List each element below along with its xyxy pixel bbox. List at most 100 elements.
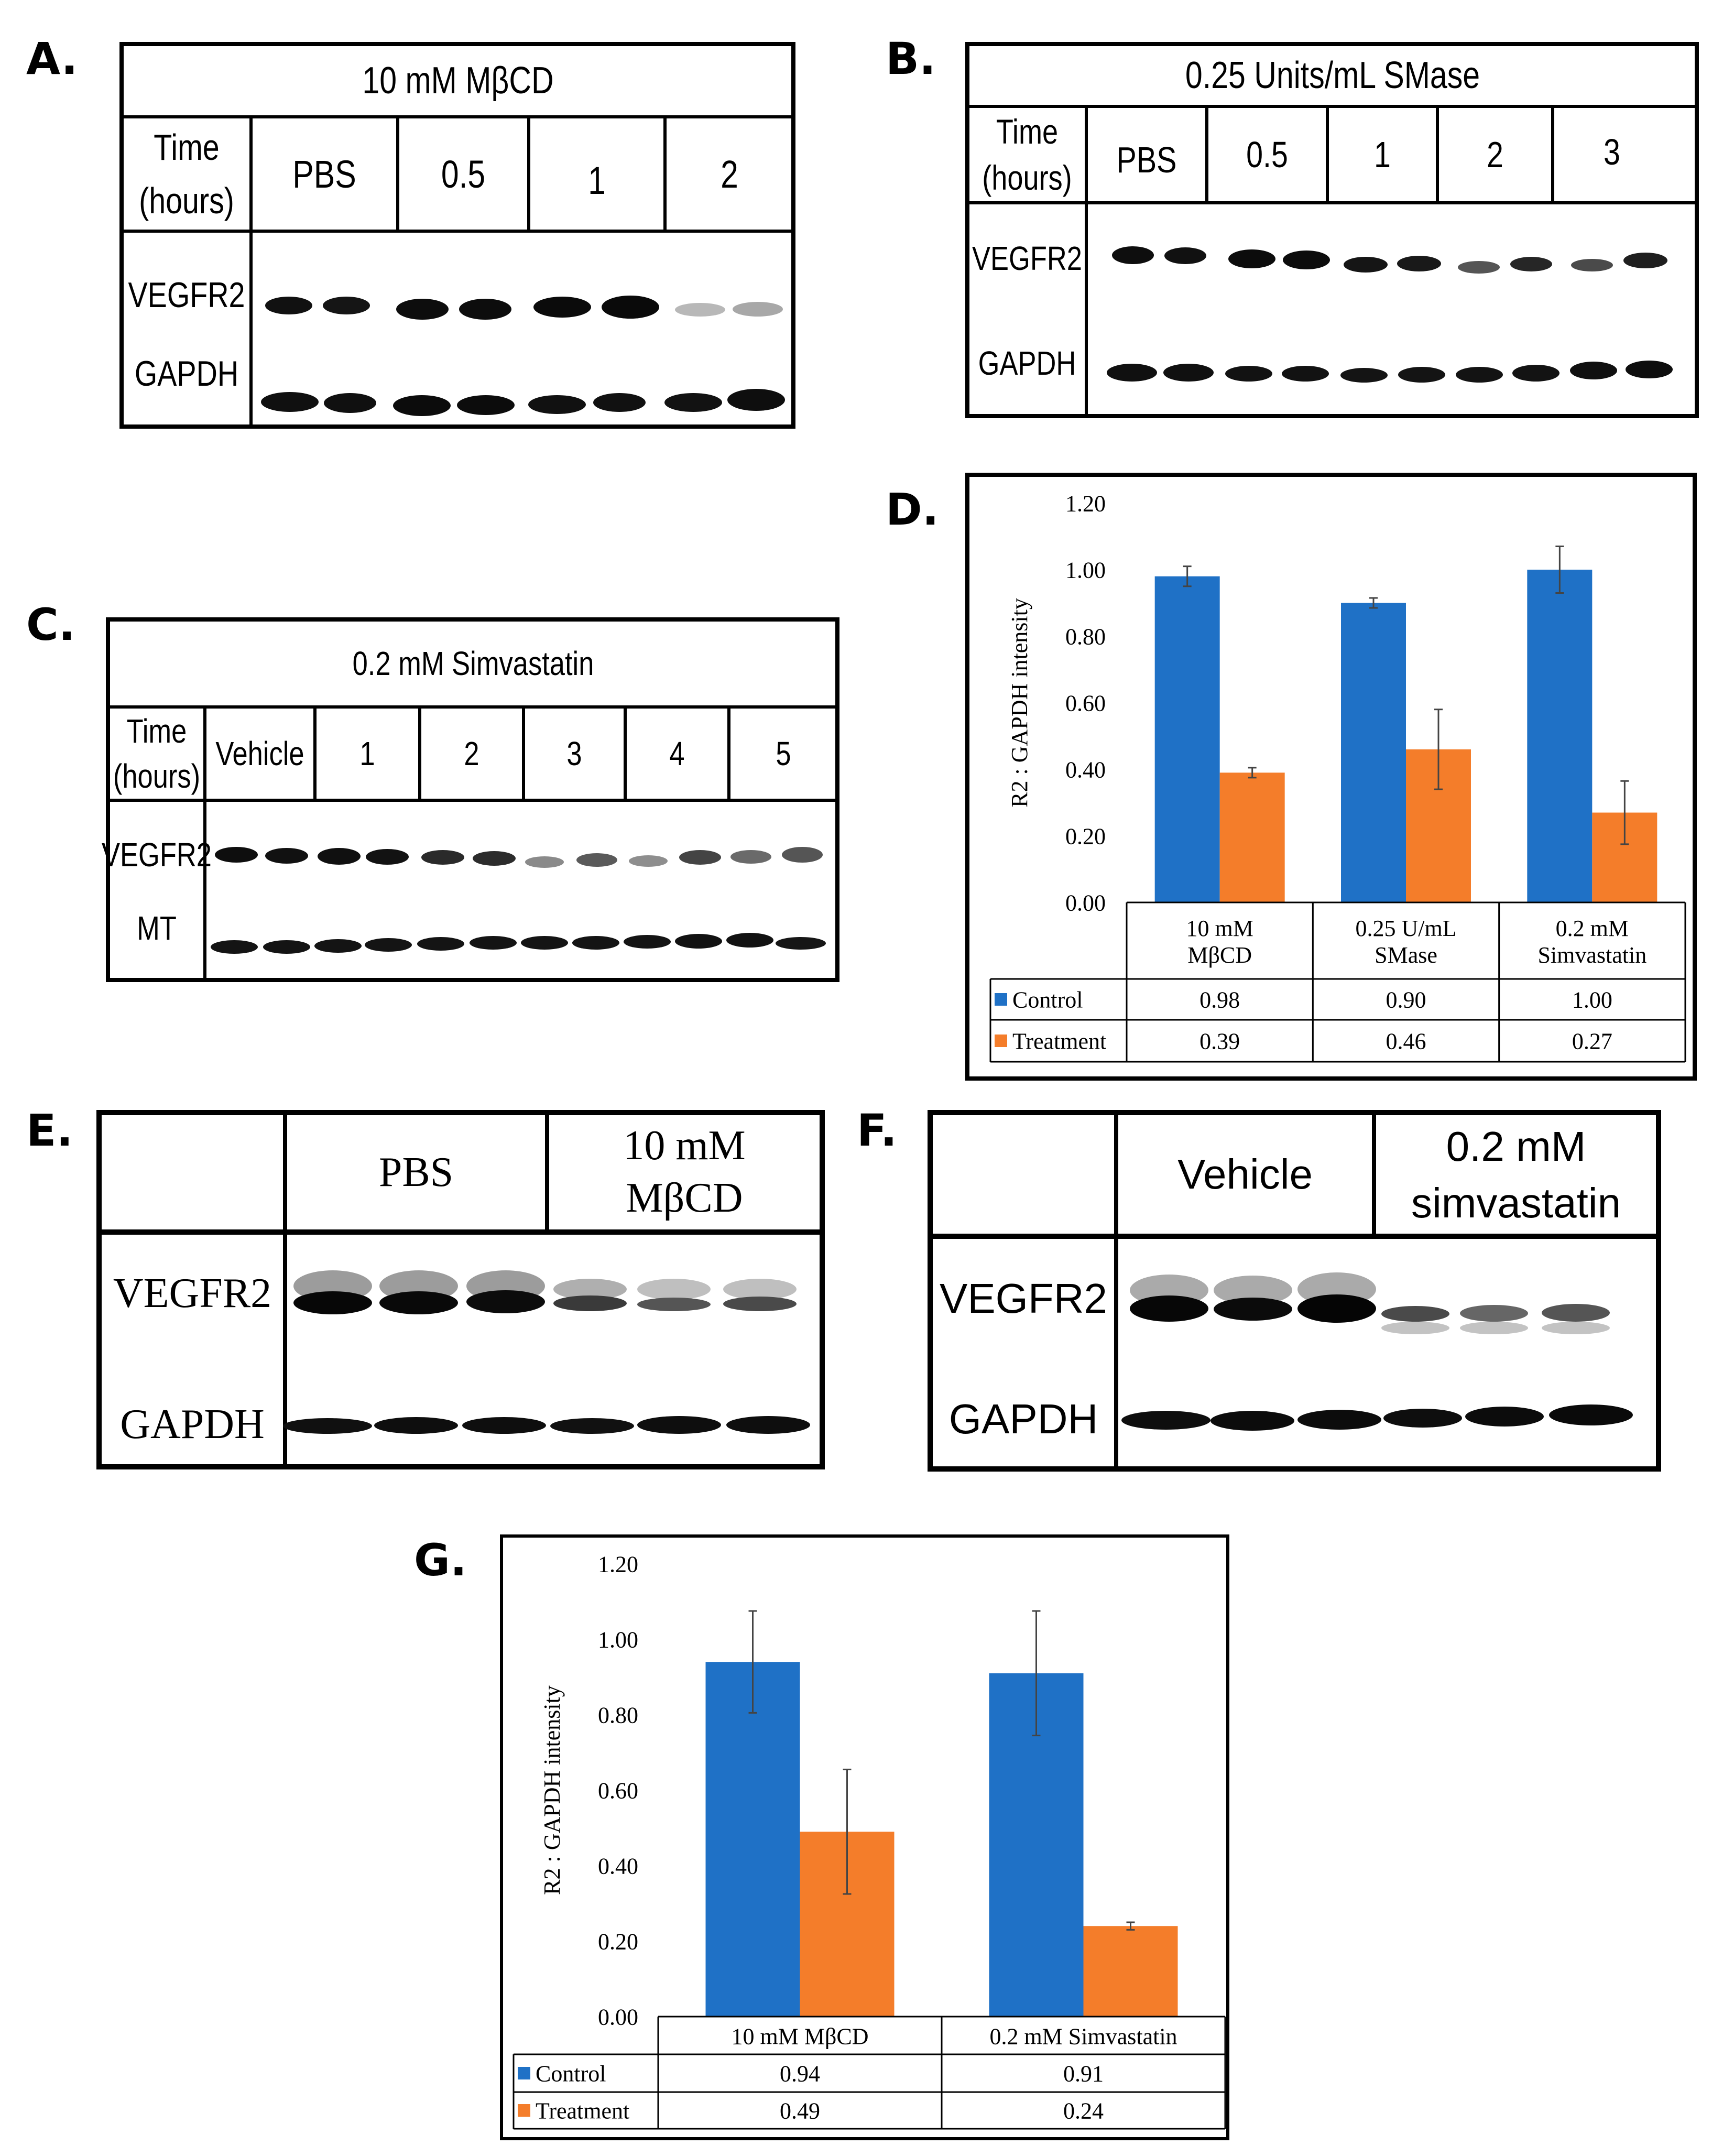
lane-label-b: 1	[1374, 134, 1391, 175]
category-label: 10 mM MβCD	[732, 2024, 869, 2050]
blot-title-a: 10 mM MβCD	[362, 60, 554, 102]
lane-label-c: 4	[669, 735, 685, 772]
legend-swatch-control	[518, 2067, 530, 2079]
y-tick-label: 0.20	[598, 1929, 638, 1954]
lane-label-c: 5	[776, 735, 791, 772]
group-label-f: 0.2 mM	[1446, 1123, 1586, 1170]
blot-panel-a: 10 mM MβCD Time (hours) PBS 0.5 1 2 VEGF…	[119, 42, 795, 429]
bar-control	[1341, 603, 1406, 902]
y-tick-label: 0.40	[1065, 757, 1106, 782]
y-axis-label: R2 : GAPDH intensity	[1007, 598, 1032, 808]
lane-label-a: PBS	[292, 152, 356, 196]
group-label-e: MβCD	[626, 1174, 743, 1221]
category-label: 10 mM	[1186, 916, 1253, 941]
data-table-value: 0.46	[1386, 1028, 1426, 1054]
category-label: 0.25 U/mL	[1355, 916, 1456, 941]
blot-bands-b	[1091, 219, 1694, 413]
panel-label-c: C.	[26, 599, 75, 650]
bar-chart-d: 0.00 0.20 0.40 0.60 0.80 1.00 1.20 R2 : GAPDH i…	[989, 491, 1686, 1063]
category-label: Simvastatin	[1537, 942, 1646, 968]
row-label-a: GAPDH	[134, 354, 239, 394]
legend-label-treatment: Treatment	[1012, 1028, 1106, 1054]
group-label-f: Vehicle	[1177, 1151, 1313, 1197]
row-label-c: VEGFR2	[102, 836, 212, 874]
panel-label-e: E.	[26, 1105, 73, 1156]
blot-title-b: 0.25 Units/mL SMase	[1185, 55, 1480, 96]
blot-bands-c	[210, 821, 836, 978]
time-label-a: Time	[154, 127, 220, 168]
time-unit-a: (hours)	[139, 180, 234, 221]
data-table-value: 0.49	[780, 2098, 820, 2124]
time-unit-c: (hours)	[113, 757, 201, 795]
lane-label-c: Vehicle	[215, 735, 304, 772]
y-tick-label: 1.20	[598, 1551, 638, 1577]
data-table-value: 0.27	[1572, 1028, 1612, 1054]
blot-panel-b: 0.25 Units/mL SMase Time (hours) PBS 0.5…	[965, 42, 1699, 418]
legend-label-treatment: Treatment	[536, 2098, 629, 2124]
row-label-e: VEGFR2	[113, 1270, 272, 1316]
blot-bands-f	[1119, 1243, 1654, 1466]
lane-label-c: 1	[359, 735, 375, 772]
time-label-c: Time	[126, 712, 187, 750]
y-tick-label: 1.20	[1065, 491, 1106, 516]
lane-label-b: 0.5	[1246, 134, 1288, 175]
legend-label-control: Control	[1012, 987, 1083, 1012]
data-table-value: 1.00	[1572, 987, 1612, 1012]
time-label-b: Time	[996, 112, 1059, 151]
category-label: 0.2 mM	[1556, 916, 1629, 941]
bar-control	[1154, 576, 1220, 902]
category-label: MβCD	[1187, 942, 1252, 968]
blot-panel-c: 0.2 mM Simvastatin Time (hours) Vehicle …	[102, 617, 839, 982]
row-label-a: VEGFR2	[128, 275, 245, 315]
row-label-f: VEGFR2	[939, 1275, 1108, 1322]
y-tick-label: 0.20	[1065, 823, 1106, 849]
y-tick-label: 0.00	[1065, 890, 1106, 916]
lane-label-a: 1	[588, 158, 606, 202]
blot-bands-e	[283, 1239, 817, 1464]
group-label-e: PBS	[378, 1149, 454, 1195]
lane-label-b: 3	[1604, 132, 1620, 172]
y-axis-label: R2 : GAPDH intensity	[539, 1685, 565, 1895]
data-table-value: 0.98	[1199, 987, 1240, 1012]
group-label-f: simvastatin	[1411, 1180, 1621, 1226]
panel-label-g: G.	[414, 1534, 467, 1586]
lane-label-b: PBS	[1116, 139, 1177, 180]
row-label-b: VEGFR2	[972, 239, 1082, 277]
data-table-value: 0.39	[1199, 1028, 1240, 1054]
y-tick-label: 0.60	[1065, 690, 1106, 716]
chart-panel-d: 0.00 0.20 0.40 0.60 0.80 1.00 1.20 R2 : GAPDH i…	[965, 473, 1697, 1081]
row-label-f: GAPDH	[948, 1396, 1098, 1442]
lane-label-a: 0.5	[441, 152, 486, 196]
blot-title-c: 0.2 mM Simvastatin	[352, 645, 594, 682]
lane-label-b: 2	[1487, 134, 1503, 175]
panel-label-a: A.	[26, 33, 78, 84]
data-table-value: 0.94	[780, 2061, 820, 2086]
y-tick-label: 1.00	[598, 1627, 638, 1652]
panel-label-d: D.	[886, 484, 939, 535]
lane-label-c: 3	[566, 735, 582, 772]
data-table-value: 0.91	[1063, 2061, 1104, 2086]
panel-label-f: F.	[857, 1105, 897, 1156]
row-label-c: MT	[137, 909, 177, 947]
bar-control	[705, 1662, 800, 2017]
chart-panel-g: 0.00 0.20 0.40 0.60 0.80 1.00 1.20 R2 : GAPDH i…	[500, 1534, 1229, 2140]
row-label-b: GAPDH	[978, 344, 1076, 382]
legend-swatch-treatment	[995, 1035, 1007, 1047]
data-table-value: 0.90	[1386, 987, 1426, 1012]
bar-treatment	[1083, 1926, 1178, 2017]
time-unit-b: (hours)	[982, 158, 1072, 197]
category-label: 0.2 mM Simvastatin	[989, 2024, 1177, 2050]
y-tick-label: 0.40	[598, 1853, 638, 1879]
blot-bands-a	[256, 255, 790, 422]
y-tick-label: 0.60	[598, 1778, 638, 1803]
panel-label-b: B.	[886, 33, 936, 84]
bar-chart-g: 0.00 0.20 0.40 0.60 0.80 1.00 1.20 R2 : GAPDH i…	[512, 1551, 1226, 2130]
y-tick-label: 0.80	[1065, 624, 1106, 649]
legend-label-control: Control	[536, 2061, 606, 2086]
lane-label-c: 2	[464, 735, 479, 772]
data-table-value: 0.24	[1063, 2098, 1104, 2124]
y-tick-label: 1.00	[1065, 557, 1106, 583]
blot-panel-f: Vehicle 0.2 mM simvastatin VEGFR2 GAPDH	[928, 1110, 1661, 1472]
category-label: SMase	[1375, 942, 1437, 968]
row-label-e: GAPDH	[120, 1401, 265, 1447]
